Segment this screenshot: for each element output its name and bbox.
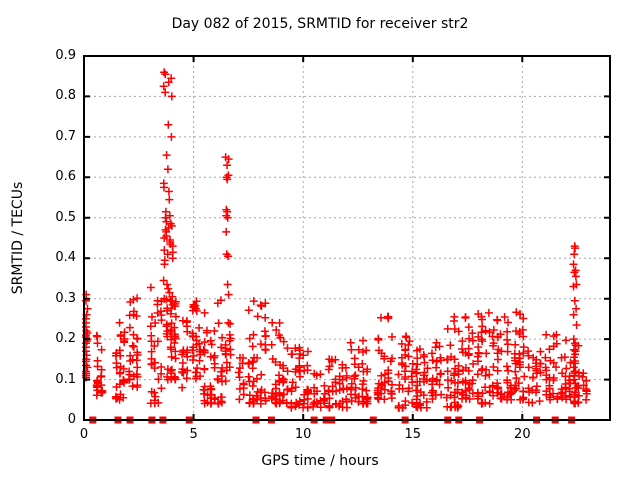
- x-tick-label: 15: [404, 427, 422, 442]
- x-tick-label: 20: [514, 427, 531, 442]
- x-tick-label: 5: [189, 427, 198, 442]
- x-axis-title: GPS time / hours: [261, 453, 379, 469]
- y-tick-label: 0.7: [55, 128, 76, 144]
- x-tick-label: 10: [294, 427, 312, 442]
- y-tick-label: 0.4: [55, 250, 76, 266]
- y-tick-label: 0.8: [55, 88, 76, 104]
- y-tick-label: 0.1: [55, 371, 76, 387]
- y-tick-label: 0: [67, 412, 76, 427]
- y-tick-label: 0.3: [55, 290, 76, 306]
- x-tick-label: 0: [79, 427, 89, 442]
- y-tick-label: 0.6: [55, 169, 76, 185]
- y-tick-label: 0.5: [55, 209, 76, 225]
- chart-title: Day 082 of 2015, SRMTID for receiver str…: [171, 16, 469, 32]
- plot-border: [83, 55, 611, 421]
- y-tick-label: 0.9: [55, 48, 76, 63]
- y-tick-label: 0.2: [55, 331, 76, 347]
- scatter-plus-markers: [82, 68, 591, 412]
